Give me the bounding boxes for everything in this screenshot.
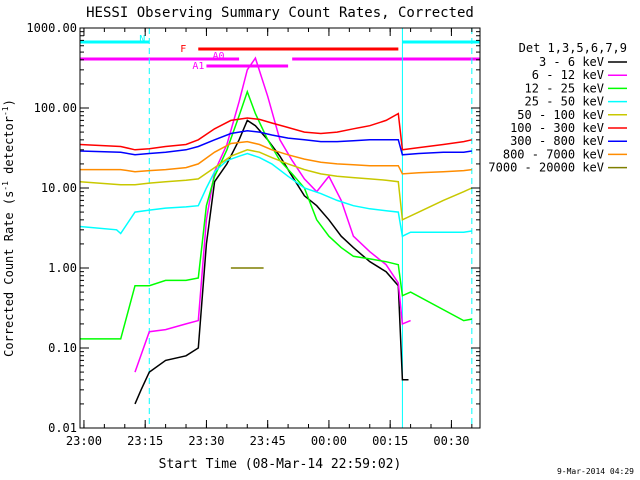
legend-label-7000-20000-kev: 7000 - 20000 keV <box>488 161 604 175</box>
annotation-a0-label: A0 <box>212 51 224 62</box>
legend-label-300-800-kev: 300 - 800 keV <box>510 134 604 148</box>
legend-label-50-100-kev: 50 - 100 keV <box>517 108 604 122</box>
y-label-part3: ) <box>2 99 16 106</box>
annotation-a1-label: A1 <box>192 61 204 72</box>
x-tick-label: 23:00 <box>66 434 102 448</box>
annotation-bars: N F A0 A1 <box>79 28 480 428</box>
legend-label-12-25-kev: 12 - 25 keV <box>525 81 604 95</box>
y-tick-label: 0.01 <box>48 421 77 435</box>
legend-label-3-6-kev: 3 - 6 keV <box>539 55 604 69</box>
x-axis-ticks: 23:00 23:15 23:30 23:45 00:00 00:15 00:30 <box>66 28 473 448</box>
y-tick-label: 1.00 <box>48 261 77 275</box>
y-axis-label: Corrected Count Rate (s-1 detector-1) <box>1 99 16 357</box>
x-tick-label: 23:15 <box>127 434 163 448</box>
x-tick-label: 00:30 <box>433 434 469 448</box>
y-tick-label: 10.00 <box>41 181 77 195</box>
footer-date: 9-Mar-2014 04:29 <box>557 467 634 476</box>
x-tick-label: 00:00 <box>311 434 347 448</box>
series-line-100-300-kev <box>79 112 472 151</box>
legend-label-25-50-kev: 25 - 50 keV <box>525 95 604 109</box>
series-line-50-100-kev <box>79 149 473 221</box>
annotation-f-label: F <box>180 44 186 55</box>
x-tick-label: 23:30 <box>188 434 224 448</box>
series-line-3-6-kev <box>134 119 409 405</box>
y-tick-label: 100.00 <box>34 101 77 115</box>
x-tick-label: 00:15 <box>372 434 408 448</box>
y-label-part2: detector <box>2 116 16 181</box>
y-axis-ticks: 0.01 0.10 1.00 10.00 100.00 1000.00 <box>26 21 480 435</box>
y-tick-label: 0.10 <box>48 341 77 355</box>
annotation-n-label: N <box>139 34 145 45</box>
series-line-300-800-kev <box>79 129 472 156</box>
legend-label-800-7000-kev: 800 - 7000 keV <box>503 147 604 161</box>
y-label-sup2: -1 <box>1 106 10 116</box>
legend-title: Det 1,3,5,6,7,9 <box>519 41 627 55</box>
series-line-6-12-kev <box>134 56 411 373</box>
legend-label-100-300-kev: 100 - 300 keV <box>510 121 604 135</box>
plot-frame <box>79 27 481 429</box>
series-layer <box>79 56 473 405</box>
y-label-part1: Corrected Count Rate (s <box>2 191 16 357</box>
x-axis-label: Start Time (08-Mar-14 22:59:02) <box>159 457 402 472</box>
y-label-sup1: -1 <box>1 181 10 191</box>
x-tick-label: 23:45 <box>250 434 286 448</box>
series-line-800-7000-kev <box>80 140 472 175</box>
y-tick-label: 1000.00 <box>26 21 77 35</box>
series-line-25-50-kev <box>79 152 472 238</box>
chart-title: HESSI Observing Summary Count Rates, Cor… <box>86 5 474 21</box>
legend-label-6-12-kev: 6 - 12 keV <box>532 68 604 82</box>
